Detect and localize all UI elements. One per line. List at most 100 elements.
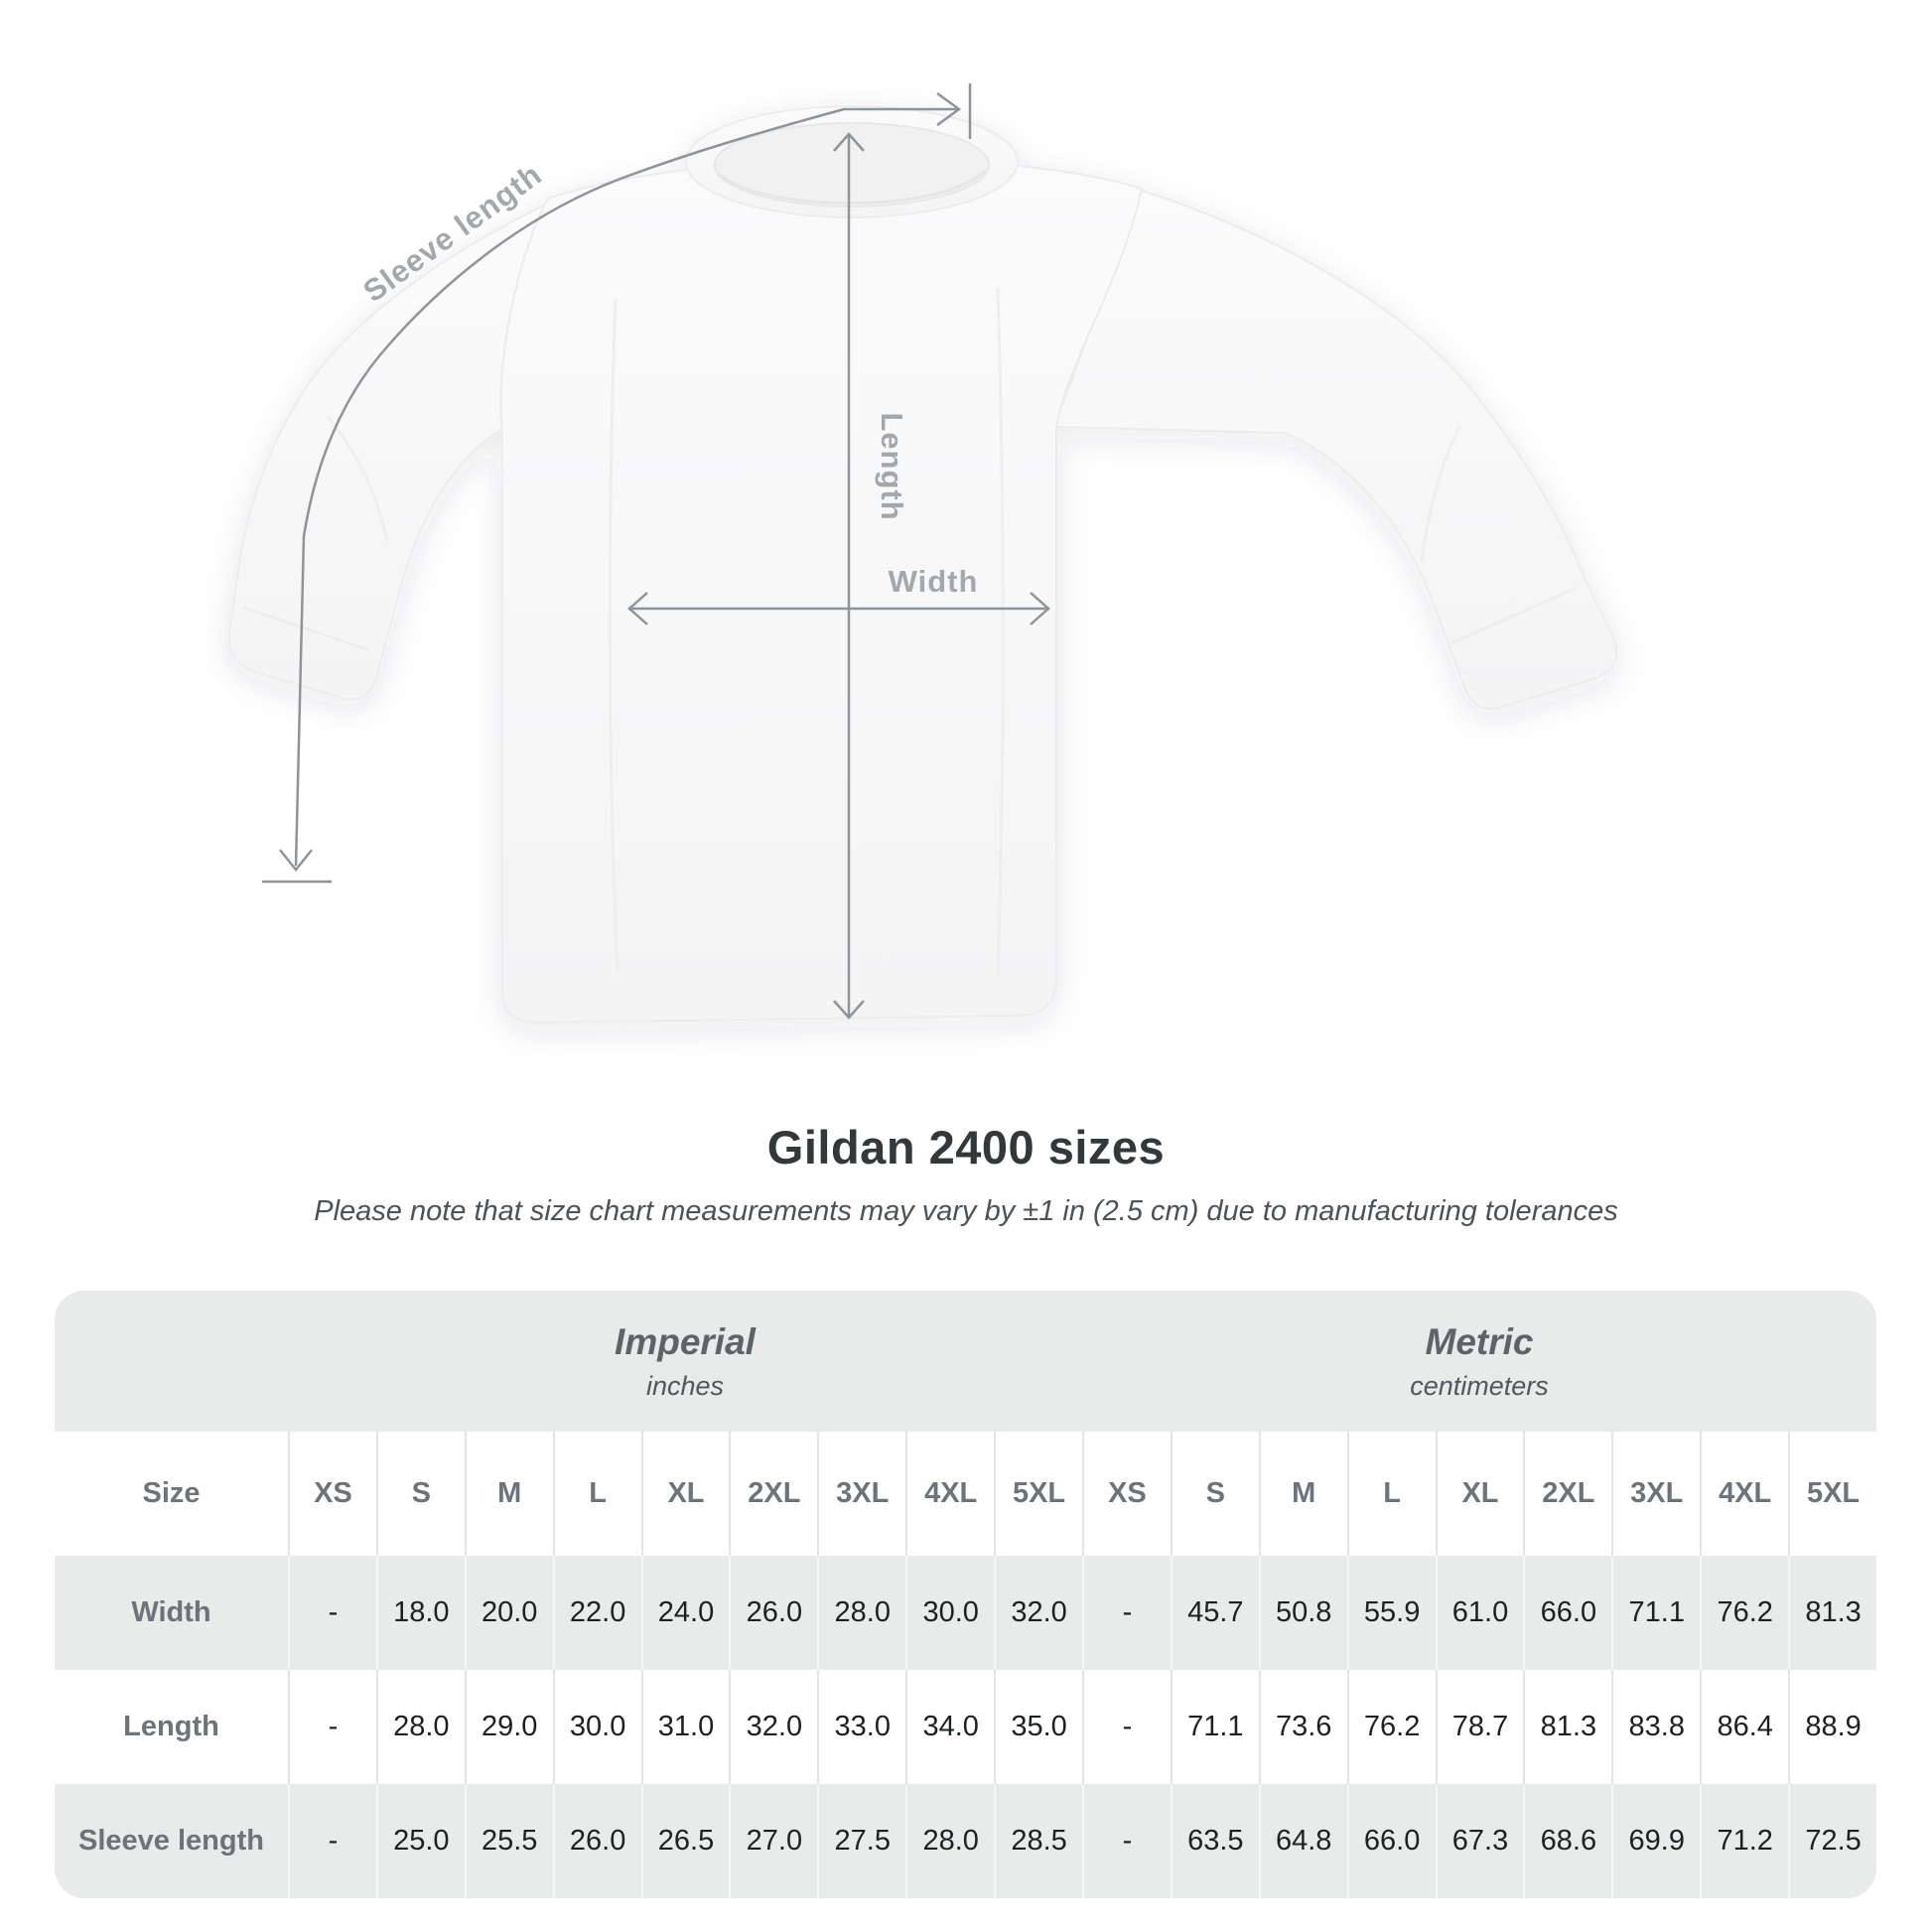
page-title: Gildan 2400 sizes — [766, 1121, 1166, 1173]
arrow-down-icon — [279, 849, 313, 873]
right-sleeve — [1052, 189, 1618, 710]
shirt-body — [499, 158, 1144, 1025]
value-cell: 28.0 — [817, 1556, 905, 1670]
left-sleeve — [227, 202, 550, 701]
size-column-header: 2XL — [729, 1432, 817, 1556]
value-cell: 81.3 — [1788, 1556, 1876, 1670]
value-cell: 28.0 — [375, 1670, 465, 1784]
value-cell: 83.8 — [1611, 1670, 1700, 1784]
size-column-header: 5XL — [994, 1432, 1082, 1556]
size-column-header: XL — [1435, 1432, 1524, 1556]
table-row-width: Width - 18.0 20.0 22.0 24.0 26.0 28.0 30… — [55, 1556, 1876, 1670]
value-cell: - — [1081, 1556, 1171, 1670]
value-cell: - — [1081, 1670, 1171, 1784]
size-table: Imperial inches Metric centimeters Size … — [55, 1291, 1876, 1898]
value-cell: 25.0 — [375, 1784, 465, 1898]
table-row-length: Length - 28.0 29.0 30.0 31.0 32.0 33.0 3… — [55, 1670, 1876, 1784]
value-cell: 76.2 — [1346, 1670, 1436, 1784]
value-cell: 26.0 — [552, 1784, 641, 1898]
value-cell: 88.9 — [1788, 1670, 1876, 1784]
value-cell: - — [288, 1784, 376, 1898]
unit-group-name: Imperial — [615, 1320, 756, 1362]
unit-group-unit: centimeters — [1410, 1370, 1549, 1401]
value-cell: 24.0 — [640, 1556, 730, 1670]
unit-group-imperial: Imperial inches — [288, 1321, 1082, 1402]
value-cell: 30.0 — [905, 1556, 994, 1670]
size-column-header: XL — [640, 1432, 730, 1556]
row-label: Width — [131, 1596, 211, 1628]
table-row-sleeve-length: Sleeve length - 25.0 25.5 26.0 26.5 27.0… — [55, 1784, 1876, 1898]
value-cell: 20.0 — [464, 1556, 553, 1670]
arrow-right-icon — [936, 91, 962, 127]
unit-group-metric: Metric centimeters — [1082, 1321, 1876, 1402]
value-cell: 76.2 — [1700, 1556, 1788, 1670]
value-cell: 34.0 — [905, 1670, 994, 1784]
shirt-size-diagram: Sleeve length Length Width — [227, 83, 1618, 1025]
size-column-header: L — [552, 1432, 641, 1556]
tolerance-note: Please note that size chart measurements… — [314, 1195, 1618, 1227]
value-cell: 72.5 — [1788, 1784, 1876, 1898]
length-label: Length — [875, 412, 909, 520]
value-cell: 66.0 — [1523, 1556, 1611, 1670]
value-cell: 64.8 — [1258, 1784, 1347, 1898]
value-cell: 32.0 — [729, 1670, 817, 1784]
value-cell: - — [288, 1670, 376, 1784]
value-cell: 25.5 — [464, 1784, 553, 1898]
arrow-left-icon — [627, 592, 648, 625]
size-column-header: 3XL — [1611, 1432, 1700, 1556]
value-cell: 71.2 — [1700, 1784, 1788, 1898]
size-column-header: 2XL — [1523, 1432, 1611, 1556]
value-cell: 30.0 — [552, 1670, 641, 1784]
row-label: Length — [123, 1711, 219, 1742]
arrow-up-icon — [833, 132, 865, 152]
size-column-header: 5XL — [1788, 1432, 1876, 1556]
unit-group-unit: inches — [645, 1370, 725, 1401]
size-column-header: 4XL — [905, 1432, 994, 1556]
collar-opening — [714, 122, 990, 207]
value-cell: 31.0 — [640, 1670, 730, 1784]
value-cell: - — [288, 1556, 376, 1670]
value-cell: 81.3 — [1523, 1670, 1611, 1784]
size-column-header: 4XL — [1700, 1432, 1788, 1556]
size-column-header: M — [464, 1432, 553, 1556]
value-cell: 28.5 — [994, 1784, 1082, 1898]
value-cell: 28.0 — [905, 1784, 994, 1898]
size-column-header: 3XL — [817, 1432, 905, 1556]
value-cell: 26.5 — [640, 1784, 730, 1898]
arrow-right-icon — [1030, 592, 1050, 625]
size-column-header: M — [1258, 1432, 1347, 1556]
value-cell: 35.0 — [994, 1670, 1082, 1784]
value-cell: 32.0 — [994, 1556, 1082, 1670]
value-cell: - — [1081, 1784, 1171, 1898]
unit-group-name: Metric — [1425, 1320, 1534, 1362]
value-cell: 55.9 — [1346, 1556, 1436, 1670]
value-cell: 71.1 — [1611, 1556, 1700, 1670]
value-cell: 63.5 — [1170, 1784, 1259, 1898]
value-cell: 50.8 — [1258, 1556, 1347, 1670]
value-cell: 29.0 — [464, 1670, 553, 1784]
size-column-header: S — [1170, 1432, 1259, 1556]
value-cell: 27.0 — [729, 1784, 817, 1898]
value-cell: 69.9 — [1611, 1784, 1700, 1898]
size-column-header: S — [375, 1432, 465, 1556]
value-cell: 18.0 — [375, 1556, 465, 1670]
size-header-cell: Size — [142, 1477, 201, 1509]
fold-lines — [243, 169, 1578, 979]
size-column-header: L — [1346, 1432, 1436, 1556]
value-cell: 73.6 — [1258, 1670, 1347, 1784]
value-cell: 45.7 — [1170, 1556, 1259, 1670]
value-cell: 78.7 — [1435, 1670, 1524, 1784]
width-label: Width — [889, 564, 979, 599]
sleeve-length-line — [294, 107, 959, 867]
measurement-lines — [262, 83, 1050, 1020]
value-cell: 26.0 — [729, 1556, 817, 1670]
row-label: Sleeve length — [78, 1825, 264, 1857]
value-cell: 71.1 — [1170, 1670, 1259, 1784]
unit-header-row: Imperial inches Metric centimeters — [55, 1291, 1876, 1432]
size-column-header: XS — [288, 1432, 376, 1556]
value-cell: 68.6 — [1523, 1784, 1611, 1898]
value-cell: 67.3 — [1435, 1784, 1524, 1898]
value-cell: 22.0 — [552, 1556, 641, 1670]
shirt-graphic — [227, 105, 1618, 1025]
arrow-down-icon — [833, 1000, 865, 1020]
